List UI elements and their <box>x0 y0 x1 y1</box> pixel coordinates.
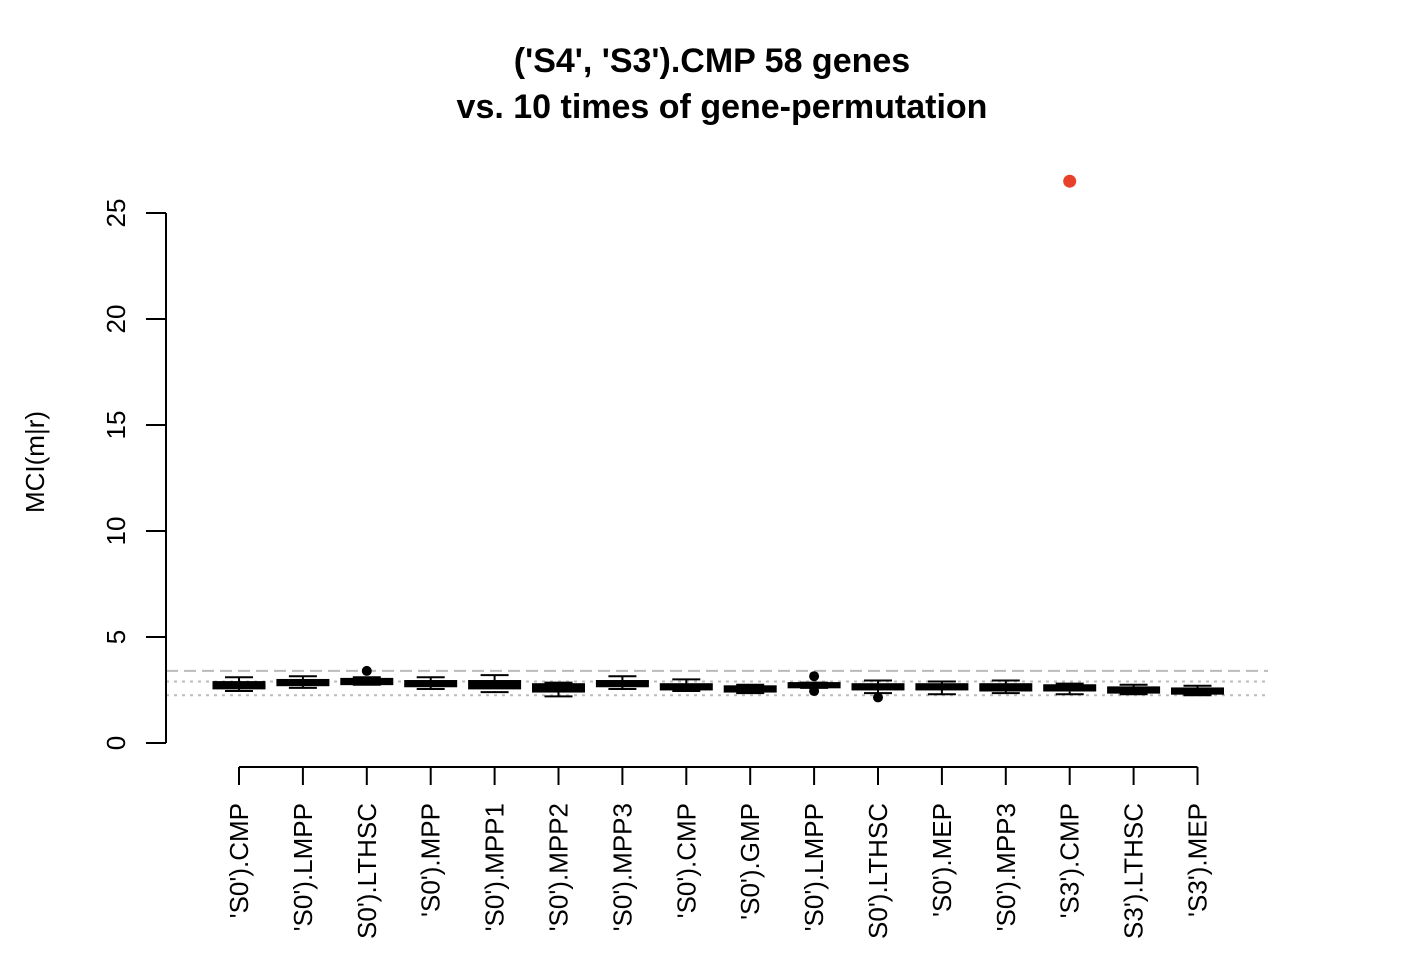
box-15 <box>1107 683 1161 696</box>
chart-title: ('S4', 'S3').CMP 58 genes <box>514 42 910 80</box>
box-outlier <box>361 665 372 676</box>
x-tick-label-6: 'S0').MPP2 <box>544 803 574 931</box>
x-tick-label-8: 'S0').CMP <box>671 803 701 918</box>
highlight-layer <box>1063 174 1077 188</box>
x-tick-label-15: S3').LTHSC <box>1119 803 1149 939</box>
y-tick-label-25: 25 <box>101 199 131 228</box>
box-8 <box>659 678 713 693</box>
box-3 <box>340 665 394 686</box>
box-1 <box>212 676 266 693</box>
y-tick-label-0: 0 <box>101 736 131 750</box>
box-16 <box>1171 684 1224 697</box>
box-outlier <box>873 692 883 703</box>
box-14 <box>1043 682 1097 696</box>
y-tick-label-20: 20 <box>101 305 131 334</box>
box-5 <box>468 674 522 694</box>
box-10 <box>787 671 841 697</box>
x-tick-label-13: 'S0').MPP3 <box>991 803 1021 931</box>
box-outlier <box>809 686 820 697</box>
x-tick-label-12: 'S0').MEP <box>927 803 957 917</box>
y-tick-label-5: 5 <box>101 630 131 644</box>
box-9 <box>723 683 777 695</box>
box-7 <box>595 675 649 690</box>
x-tick-label-16: 'S3').MEP <box>1183 803 1213 917</box>
box-4 <box>404 676 458 690</box>
reference-lines <box>166 669 1268 697</box>
x-tick-label-2: 'S0').LMPP <box>288 803 318 931</box>
x-tick-label-11: S0').LTHSC <box>863 803 893 939</box>
y-axis-title: MCI(m|r) <box>20 411 50 513</box>
x-tick-label-14: 'S3').CMP <box>1055 803 1085 918</box>
box-6 <box>532 681 585 698</box>
x-axis: 'S0').CMP 'S0').LMPP S0').LTHSC 'S0').MPP 'S… <box>224 766 1213 939</box>
x-tick-label-3: S0').LTHSC <box>352 803 382 939</box>
x-tick-label-1: 'S0').CMP <box>224 803 254 918</box>
box-outlier <box>809 671 820 682</box>
x-tick-label-4: 'S0').MPP <box>416 803 446 917</box>
y-tick-label-10: 10 <box>101 517 131 546</box>
chart-subtitle: vs. 10 times of gene-permutation <box>457 88 988 126</box>
y-tick-label-15: 15 <box>101 411 131 440</box>
x-tick-label-9: 'S0').GMP <box>735 803 765 920</box>
box-11 <box>851 679 905 703</box>
x-tick-label-10: 'S0').LMPP <box>799 803 829 931</box>
box-12 <box>915 680 969 696</box>
x-tick-label-7: 'S0').MPP3 <box>607 803 637 931</box>
box-13 <box>979 679 1033 695</box>
y-axis: 0 5 10 15 20 25 <box>101 199 167 750</box>
highlight-point <box>1063 174 1077 188</box>
x-tick-label-5: 'S0').MPP1 <box>480 803 510 931</box>
box-2 <box>276 675 330 689</box>
box-plots <box>212 665 1224 703</box>
